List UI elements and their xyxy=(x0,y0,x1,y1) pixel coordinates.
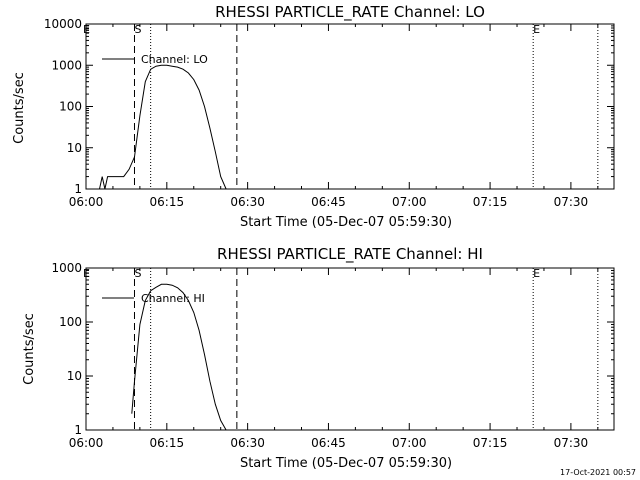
timestamp: 17-Oct-2021 00:57 xyxy=(560,468,636,477)
x-tick-label: 07:30 xyxy=(554,195,589,209)
time-marker-label: E xyxy=(83,267,90,280)
x-tick-label: 07:00 xyxy=(392,195,427,209)
time-marker-label: S xyxy=(134,23,141,36)
x-tick-label: 06:15 xyxy=(150,436,185,450)
x-tick-label: 07:30 xyxy=(554,436,589,450)
y-tick-label: 100 xyxy=(59,100,82,114)
x-tick-label: 06:00 xyxy=(69,436,104,450)
x-tick-label: 06:45 xyxy=(311,436,346,450)
x-tick-label: 06:00 xyxy=(69,195,104,209)
y-tick-label: 1 xyxy=(74,423,82,437)
x-tick-label: 06:30 xyxy=(230,436,265,450)
y-tick-label: 10 xyxy=(67,141,82,155)
series-line-lo xyxy=(99,64,227,190)
x-tick-label: 06:15 xyxy=(150,195,185,209)
x-axis-label: Start Time (05-Dec-07 05:59:30) xyxy=(240,456,452,471)
x-axis-ticks: 06:00 06:15 06:30 06:45 07:00 07:15 07:30 xyxy=(69,24,599,209)
series-line-hi xyxy=(131,283,227,431)
chart-title: RHESSI PARTICLE_RATE Channel: LO xyxy=(215,3,485,22)
panel-hi: RHESSI PARTICLE_RATE Channel: HI Start T… xyxy=(22,245,615,471)
time-marker-label: E xyxy=(533,23,540,36)
x-tick-label: 07:15 xyxy=(473,436,508,450)
x-axis-label: Start Time (05-Dec-07 05:59:30) xyxy=(240,215,452,230)
x-tick-label: 06:45 xyxy=(311,195,346,209)
time-marker-label: E xyxy=(83,23,90,36)
y-tick-label: 1000 xyxy=(51,261,82,275)
y-axis-ticks: 1 10 100 1000 xyxy=(51,261,614,437)
y-axis-ticks: 1 10 100 1000 10000 xyxy=(44,17,614,196)
x-axis-ticks: 06:00 06:15 06:30 06:45 07:00 07:15 07:30 xyxy=(69,268,599,450)
y-tick-label: 1 xyxy=(74,182,82,196)
x-tick-label: 06:30 xyxy=(230,195,265,209)
y-axis-label: Counts/sec xyxy=(12,72,27,144)
chart-title: RHESSI PARTICLE_RATE Channel: HI xyxy=(217,245,483,264)
y-tick-label: 100 xyxy=(59,315,82,329)
time-marker-label: E xyxy=(533,267,540,280)
y-tick-label: 1000 xyxy=(51,58,82,72)
panel-lo: RHESSI PARTICLE_RATE Channel: LO Start T… xyxy=(12,3,615,230)
plot-frame xyxy=(85,267,615,431)
y-tick-label: 10 xyxy=(67,369,82,383)
x-tick-label: 07:15 xyxy=(473,195,508,209)
x-tick-label: 07:00 xyxy=(392,436,427,450)
y-tick-label: 10000 xyxy=(44,17,82,31)
legend-label: Channel: LO xyxy=(141,53,208,66)
time-marker-label: S xyxy=(134,267,141,280)
y-axis-label: Counts/sec xyxy=(22,313,37,385)
legend-label: Channel: HI xyxy=(141,292,205,305)
